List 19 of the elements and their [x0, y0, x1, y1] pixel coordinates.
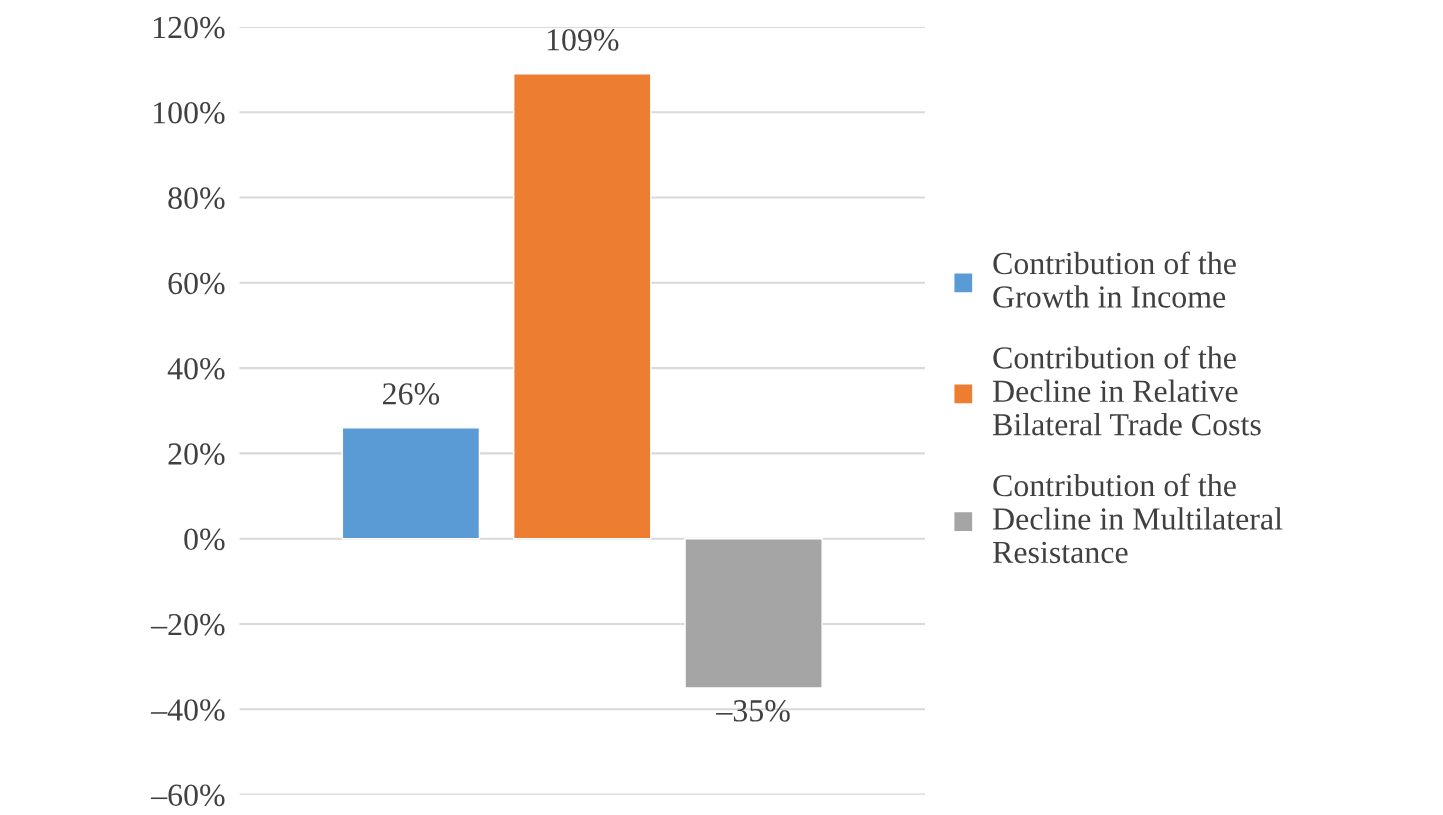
- bar: [513, 73, 652, 540]
- y-tick-label: 40%: [167, 357, 225, 380]
- data-label: 109%: [547, 29, 619, 51]
- bar: [684, 538, 823, 689]
- y-tick-label: –40%: [150, 699, 225, 721]
- y-tick-label: 60%: [168, 272, 225, 295]
- y-tick-label: 0%: [184, 528, 225, 551]
- data-label: –35%: [716, 700, 790, 722]
- bar: [341, 427, 481, 540]
- y-tick-label: –60%: [150, 784, 225, 807]
- data-label: 26%: [383, 383, 440, 405]
- y-tick-label: –20%: [150, 613, 225, 636]
- legend-label: Contribution of the Decline in Relative Bilateral Trade Costs: [992, 345, 1261, 436]
- y-tick-label: 100%: [153, 102, 225, 124]
- legend-label: Contribution of the Growth in Income: [993, 251, 1236, 308]
- legend-label: Contribution of the Decline in Multilateral Resistance: [992, 473, 1283, 564]
- y-tick-label: 20%: [168, 443, 225, 465]
- y-tick-label: 80%: [168, 187, 225, 209]
- y-tick-label: 120%: [153, 16, 225, 39]
